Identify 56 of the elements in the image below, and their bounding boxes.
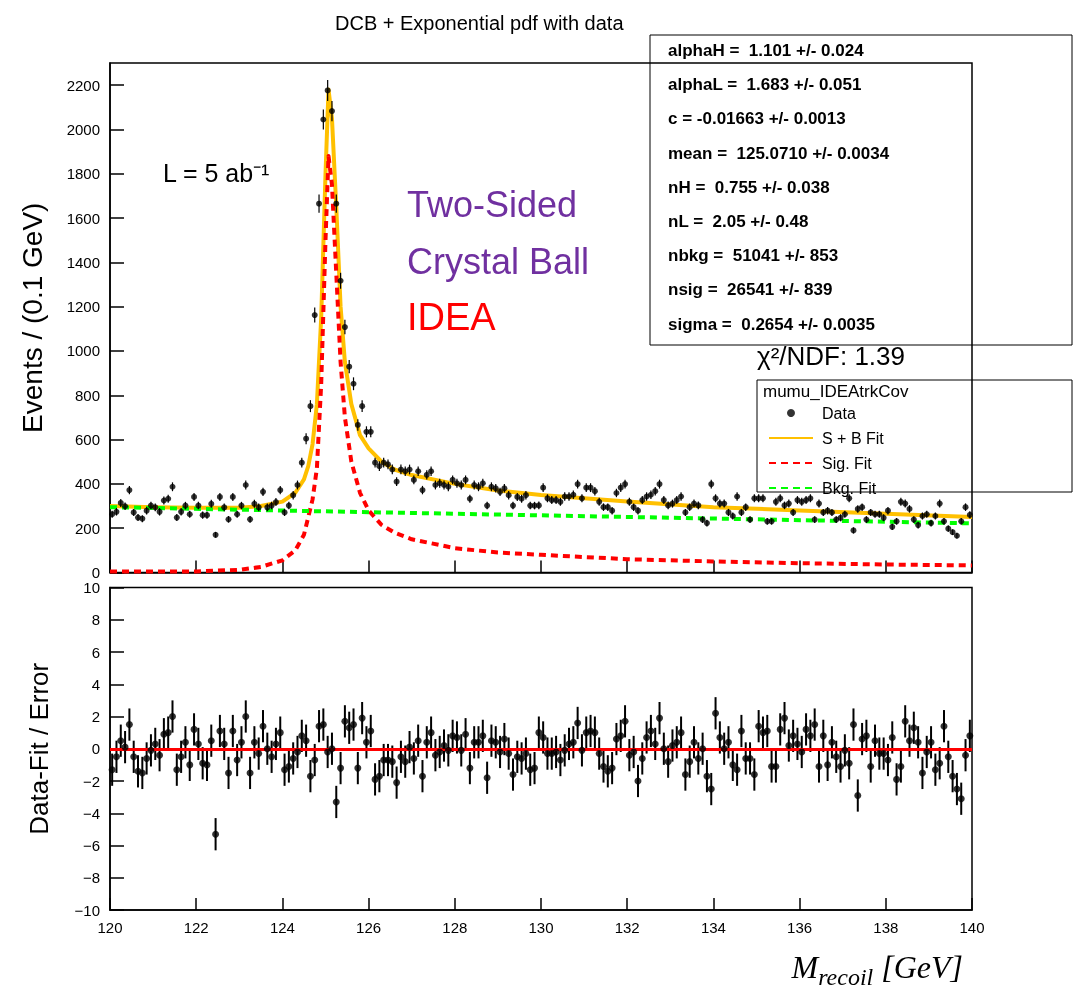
annotation: c = -0.01663 +/- 0.0013 [668, 109, 846, 129]
y-tick-label: 4 [91, 675, 100, 693]
y-tick-label: 6 [91, 643, 100, 661]
x-tick-label: 134 [700, 919, 726, 936]
x-tick-label: 138 [873, 919, 899, 936]
y-tick-label: 1800 [66, 165, 100, 183]
y-tick-label: 600 [74, 431, 100, 449]
legend-label: Data [822, 404, 856, 422]
legend-label: Sig. Fit [822, 454, 873, 472]
annotation: alphaL = 1.683 +/- 0.051 [668, 75, 862, 95]
legend-label: S + B Fit [822, 429, 885, 447]
y-tick-label: 8 [91, 611, 100, 629]
x-tick-label: 124 [269, 919, 295, 936]
x-tick-label: 132 [614, 919, 640, 936]
annotation: χ²/NDF: 1.39 [757, 341, 906, 371]
y-tick-label: −8 [82, 869, 100, 887]
y-tick-label: 0 [91, 740, 100, 758]
x-axis-title: M$_{recoil}$ [GeV] [791, 948, 963, 991]
y-tick-label: −2 [82, 772, 100, 790]
annotation: mean = 125.0710 +/- 0.0034 [668, 143, 890, 163]
annotation: Two-Sided Crystal Ball [407, 184, 590, 282]
y-tick-label: 1400 [66, 253, 100, 271]
x-tick-label: 122 [183, 919, 209, 936]
annotation: L = 5 ab⁻¹ [163, 159, 270, 187]
x-tick-label: 120 [97, 919, 123, 936]
y-tick-label: 2200 [66, 76, 100, 94]
x-tick-label: 140 [959, 919, 985, 936]
y-tick-label: 200 [74, 519, 100, 537]
annotation: nbkg = 51041 +/- 853 [668, 246, 839, 266]
legend-title: mumu_IDEAtrkCov [763, 382, 909, 401]
annotation: nsig = 26541 +/- 839 [668, 280, 833, 300]
y-tick-label: 1200 [66, 298, 100, 316]
annotation: nH = 0.755 +/- 0.038 [668, 177, 830, 197]
text: alphaH = 1.101 +/- 0.024 [668, 41, 865, 60]
y-tick-label: 1000 [66, 342, 100, 360]
y-tick-label: −10 [74, 901, 100, 919]
y-tick-label: 0 [91, 564, 100, 581]
x-tick-label: 136 [787, 919, 813, 936]
y-tick-label: −4 [82, 804, 100, 822]
y-tick-label: −6 [82, 837, 100, 854]
annotation: sigma = 0.2654 +/- 0.0035 [668, 314, 875, 334]
x-tick-label: 130 [528, 919, 554, 936]
chart-title: DCB + Exponential pdf with data [335, 12, 625, 34]
x-tick-label: 128 [442, 919, 468, 936]
y-tick-label: 2000 [66, 120, 100, 138]
y-axis-title: Events / (0.1 GeV) [16, 202, 48, 433]
annotation: nL = 2.05 +/- 0.48 [668, 212, 809, 231]
y-tick-label: 1600 [66, 209, 100, 227]
y-tick-label: 400 [74, 475, 100, 493]
legend-label: Bkg. Fit [822, 479, 877, 497]
annotation: IDEA [407, 295, 497, 338]
x-tick-label: 126 [356, 919, 382, 936]
y-tick-label: 10 [83, 579, 100, 596]
y-tick-label: 800 [74, 386, 100, 404]
y-tick-label: 2 [91, 708, 100, 725]
y-axis-title: Data-Fit / Error [24, 662, 54, 835]
